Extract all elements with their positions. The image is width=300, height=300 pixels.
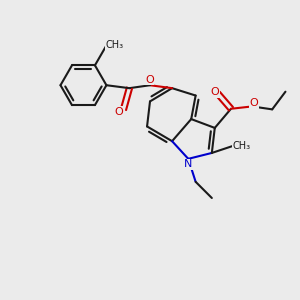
Text: O: O (115, 107, 124, 117)
Text: CH₃: CH₃ (105, 40, 123, 50)
Text: O: O (249, 98, 258, 109)
Text: O: O (145, 75, 154, 85)
Text: CH₃: CH₃ (232, 141, 251, 151)
Text: O: O (210, 87, 219, 97)
Text: N: N (184, 159, 193, 169)
